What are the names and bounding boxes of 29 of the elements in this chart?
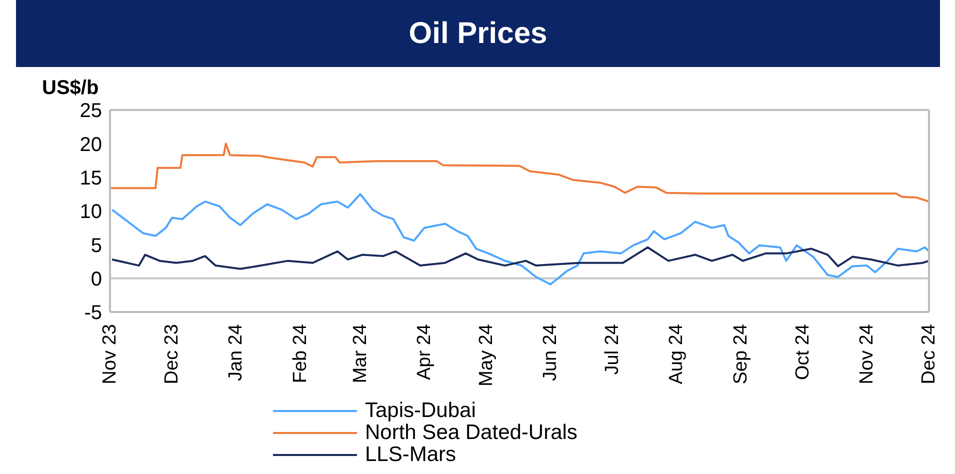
line-series [111,246,929,270]
x-tick-label: Dec 23 [162,324,183,384]
line-series [110,142,929,203]
x-tick-label: Nov 24 [856,324,878,384]
y-tick-label: 0 [90,268,102,290]
x-tick-label: Oct 24 [792,324,814,380]
legend-label: Tapis-Dubai [365,399,476,422]
x-tick-label: Aug 24 [666,324,688,384]
x-tick-label: Jun 24 [540,324,562,382]
x-tick-label: Nov 23 [100,324,120,384]
legend-label: LLS-Mars [365,443,456,466]
x-tick-label: May 24 [476,324,497,386]
x-tick-label: Jan 24 [226,324,247,382]
x-tick-label: Feb 24 [290,324,311,384]
y-tick-label: -5 [84,302,102,324]
y-axis-title: US$/b [42,77,100,101]
chart-title: Oil Prices [16,0,940,67]
y-tick-label: 20 [80,134,102,156]
line-series [111,193,929,286]
y-tick-label: 10 [80,201,102,224]
x-tick-label: Dec 24 [918,324,940,384]
x-tick-label: Jul 24 [602,324,624,375]
x-tick-label: Mar 24 [350,324,371,384]
legend-label: North Sea Dated-Urals [365,421,578,444]
y-tick-label: 25 [80,100,102,122]
x-tick-label: Apr 24 [414,324,435,380]
y-tick-label: 15 [80,167,102,190]
x-tick-label: Sep 24 [730,324,752,384]
y-tick-label: 5 [90,234,102,257]
